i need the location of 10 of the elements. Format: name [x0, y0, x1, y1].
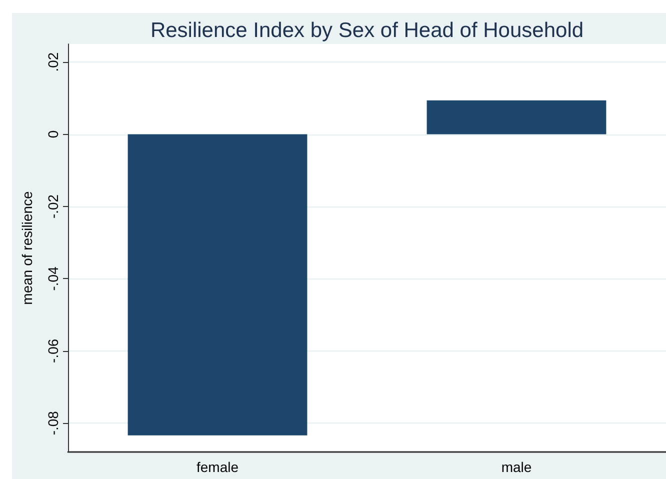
- y-tick-label: -.02: [45, 194, 61, 219]
- y-tick-label: -.06: [45, 338, 61, 363]
- y-tick-label: -.04: [45, 266, 61, 291]
- y-tick-label: 0: [45, 130, 61, 138]
- chart-title: Resilience Index by Sex of Head of Household: [150, 19, 584, 42]
- x-tick-label: female: [196, 459, 239, 475]
- y-tick-label: .02: [45, 52, 61, 72]
- y-axis-title: mean of resilience: [19, 190, 35, 305]
- y-tick-label: -.08: [45, 410, 61, 436]
- x-tick-label: male: [501, 459, 532, 475]
